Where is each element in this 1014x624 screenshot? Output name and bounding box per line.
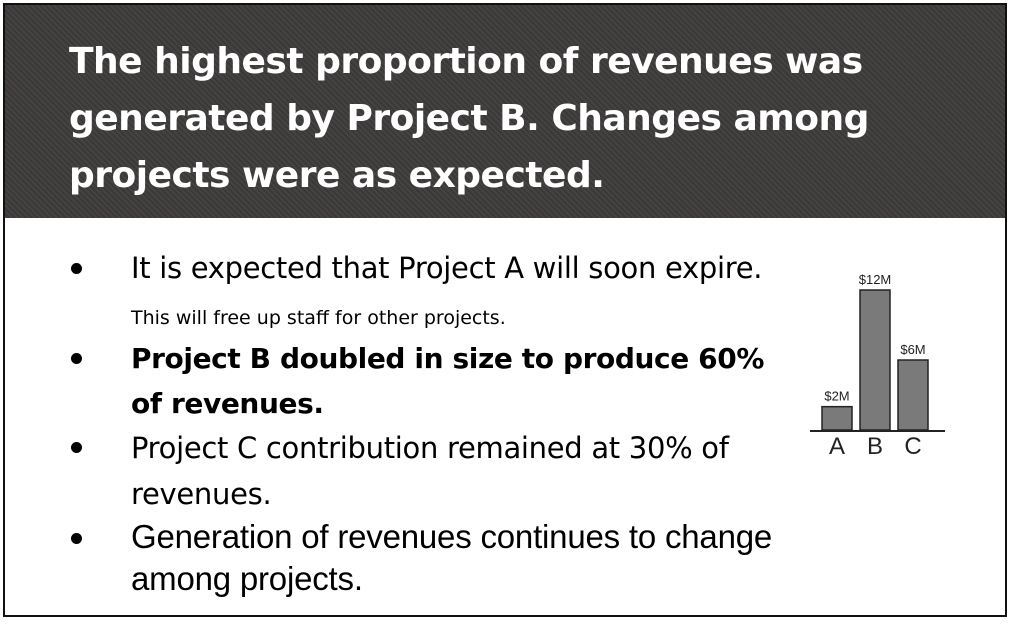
category-label-a: A bbox=[829, 433, 845, 460]
bullet-3: Project C contribution remained at 30% o… bbox=[131, 431, 729, 511]
data-label-b: $12M bbox=[859, 272, 892, 287]
revenue-bar-chart: $2M A $12M B $6M C bbox=[810, 272, 945, 460]
bullet-dot-2 bbox=[71, 353, 82, 364]
bullet-2: Project B doubled in size to produce 60%… bbox=[131, 342, 764, 420]
slide-header: The highest proportion of revenues was g… bbox=[5, 5, 1005, 218]
bar-c bbox=[897, 359, 929, 431]
bullet-4: Generation of revenues continues to chan… bbox=[131, 518, 773, 597]
bullet-list: It is expected that Project A will soon … bbox=[5, 5, 1005, 615]
bullet-1-note: This will free up staff for other projec… bbox=[131, 307, 506, 329]
bullet-dot-1 bbox=[71, 263, 82, 274]
category-label-b: B bbox=[867, 433, 883, 460]
slide-frame: The highest proportion of revenues was g… bbox=[3, 3, 1007, 617]
data-label-c: $6M bbox=[900, 342, 925, 357]
category-label-c: C bbox=[904, 433, 921, 460]
bar-a bbox=[821, 405, 853, 431]
slide-headline: The highest proportion of revenues was g… bbox=[69, 41, 869, 196]
data-label-a: $2M bbox=[824, 389, 849, 404]
bullet-dot-4 bbox=[71, 533, 82, 544]
bullet-dot-3 bbox=[71, 442, 82, 453]
bullet-1-text: It is expected that Project A will soon … bbox=[131, 251, 763, 285]
bar-b bbox=[859, 289, 891, 431]
bullet-1: It is expected that Project A will soon … bbox=[131, 245, 791, 341]
